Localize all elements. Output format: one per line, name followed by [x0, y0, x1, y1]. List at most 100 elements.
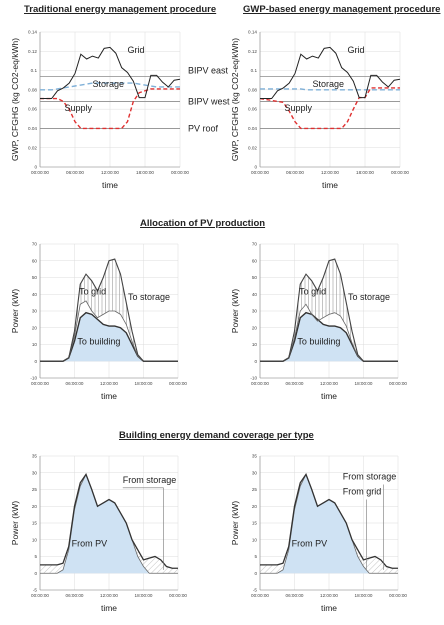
y-axis-label: Power (kW) — [230, 289, 240, 334]
y-tick-label: 35 — [32, 454, 38, 459]
y-tick-label: 60 — [252, 258, 258, 263]
y-tick-label: 0.04 — [28, 126, 37, 131]
y-axis-label: Power (kW) — [10, 289, 20, 334]
y-tick-label: 0.02 — [28, 145, 37, 150]
to-building-area — [260, 312, 398, 362]
y-tick-label: 0 — [34, 165, 37, 170]
x-tick-label: 00:00:00 — [169, 381, 187, 386]
x-tick-label: 12:00:00 — [320, 593, 338, 598]
x-tick-label: 18:00:00 — [355, 593, 373, 598]
y-tick-label: 15 — [32, 521, 38, 526]
y-tick-label: 50 — [252, 275, 258, 280]
y-axis-label: Power (kW) — [230, 501, 240, 546]
x-axis-label: time — [101, 391, 117, 401]
x-tick-label: 06:00:00 — [286, 593, 304, 598]
x-tick-label: 18:00:00 — [355, 381, 373, 386]
from-pv-label: From PV — [292, 538, 328, 548]
y-tick-label: 40 — [32, 292, 38, 297]
y-tick-label: 10 — [252, 537, 258, 542]
y-tick-label: 20 — [32, 504, 38, 509]
y-tick-label: 0 — [34, 571, 37, 576]
grid-line — [40, 46, 181, 100]
y-tick-label: 30 — [252, 309, 258, 314]
x-tick-label: 12:00:00 — [100, 381, 118, 386]
x-tick-label: 00:00:00 — [169, 593, 187, 598]
y-tick-label: 0 — [254, 165, 257, 170]
section-title-traditional: Traditional energy management procedure — [24, 4, 217, 15]
grid-series-label: Grid — [348, 45, 365, 55]
to-grid-label: To grid — [79, 286, 106, 296]
y-tick-label: 10 — [252, 342, 258, 347]
y-tick-label: 20 — [252, 504, 258, 509]
to-building-area — [40, 312, 178, 362]
y-tick-label: 70 — [252, 242, 258, 247]
y-tick-label: 30 — [32, 470, 38, 475]
from-pv-label: From PV — [72, 538, 108, 548]
total-pv-line — [260, 258, 398, 362]
supply-series-label: Supply — [285, 103, 313, 113]
y-tick-label: 0 — [254, 571, 257, 576]
from-storage-label: From storage — [123, 475, 177, 485]
storage-series-label: Storage — [313, 79, 345, 89]
x-tick-label: 00:00:00 — [251, 170, 269, 175]
total-pv-line — [40, 258, 178, 362]
y-tick-label: 0.1 — [31, 68, 38, 73]
reference-line-label: PV roof — [188, 123, 219, 133]
y-tick-label: 0.14 — [248, 30, 257, 35]
y-tick-label: 0.12 — [248, 49, 257, 54]
x-axis-label: time — [321, 391, 337, 401]
demand-line — [40, 473, 178, 569]
y-tick-label: 40 — [252, 292, 258, 297]
x-tick-label: 06:00:00 — [66, 593, 84, 598]
y-tick-label: 0.02 — [248, 145, 257, 150]
y-tick-label: 10 — [32, 342, 38, 347]
to-storage-label: To storage — [348, 292, 390, 302]
y-axis-label: GWP, CFGHG (kg CO2-eq/kWh) — [10, 38, 20, 161]
y-tick-label: 35 — [252, 454, 258, 459]
y-axis-label: GWP, CFGHG (kg CO2-eq/kWh) — [230, 38, 240, 161]
y-tick-label: 0.1 — [251, 68, 258, 73]
x-tick-label: 18:00:00 — [136, 170, 154, 175]
y-tick-label: 25 — [32, 487, 38, 492]
x-tick-label: 18:00:00 — [135, 593, 153, 598]
y-tick-label: -5 — [33, 588, 38, 593]
grid-series-label: Grid — [128, 45, 145, 55]
y-tick-label: -5 — [253, 588, 258, 593]
x-tick-label: 12:00:00 — [100, 593, 118, 598]
y-tick-label: 0.08 — [248, 87, 257, 92]
y-tick-label: 0.04 — [248, 126, 257, 131]
y-tick-label: 50 — [32, 275, 38, 280]
to-grid-label: To grid — [299, 286, 326, 296]
x-tick-label: 18:00:00 — [135, 381, 153, 386]
y-tick-label: 0.06 — [28, 107, 37, 112]
x-tick-label: 12:00:00 — [320, 381, 338, 386]
y-axis-label: Power (kW) — [10, 501, 20, 546]
x-tick-label: 12:00:00 — [321, 170, 339, 175]
y-tick-label: 25 — [252, 487, 258, 492]
to-grid-area — [260, 259, 398, 362]
storage-series-label: Storage — [93, 79, 125, 89]
x-tick-label: 00:00:00 — [31, 170, 49, 175]
section-title-demand-coverage: Building energy demand coverage per type — [119, 430, 314, 441]
y-tick-label: 10 — [32, 537, 38, 542]
x-tick-label: 12:00:00 — [101, 170, 119, 175]
y-tick-label: 20 — [252, 325, 258, 330]
grid-line — [260, 46, 401, 100]
y-tick-label: 20 — [32, 325, 38, 330]
from-storage-label: From storage — [343, 471, 397, 481]
section-title-gwp-based: GWP-based energy management procedure — [243, 4, 441, 15]
storage-line — [260, 88, 400, 91]
y-tick-label: 0.12 — [28, 49, 37, 54]
y-tick-label: 70 — [32, 242, 38, 247]
supply-line — [40, 88, 180, 130]
x-tick-label: 00:00:00 — [31, 593, 49, 598]
reference-line-label: BIPV east — [188, 65, 229, 75]
y-tick-label: 5 — [34, 554, 37, 559]
y-tick-label: 30 — [252, 470, 258, 475]
from-grid-label: From grid — [343, 487, 382, 497]
reference-line-label: BIPV west — [188, 96, 230, 106]
x-tick-label: 00:00:00 — [251, 381, 269, 386]
x-tick-label: 06:00:00 — [66, 381, 84, 386]
y-tick-label: 0.06 — [248, 107, 257, 112]
